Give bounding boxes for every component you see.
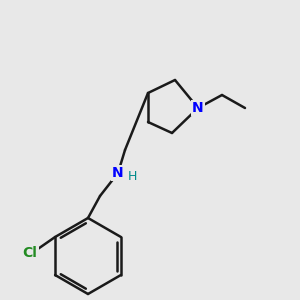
Text: N: N xyxy=(112,166,124,180)
Text: N: N xyxy=(192,101,204,115)
Text: Cl: Cl xyxy=(23,246,38,260)
Text: H: H xyxy=(127,169,137,182)
